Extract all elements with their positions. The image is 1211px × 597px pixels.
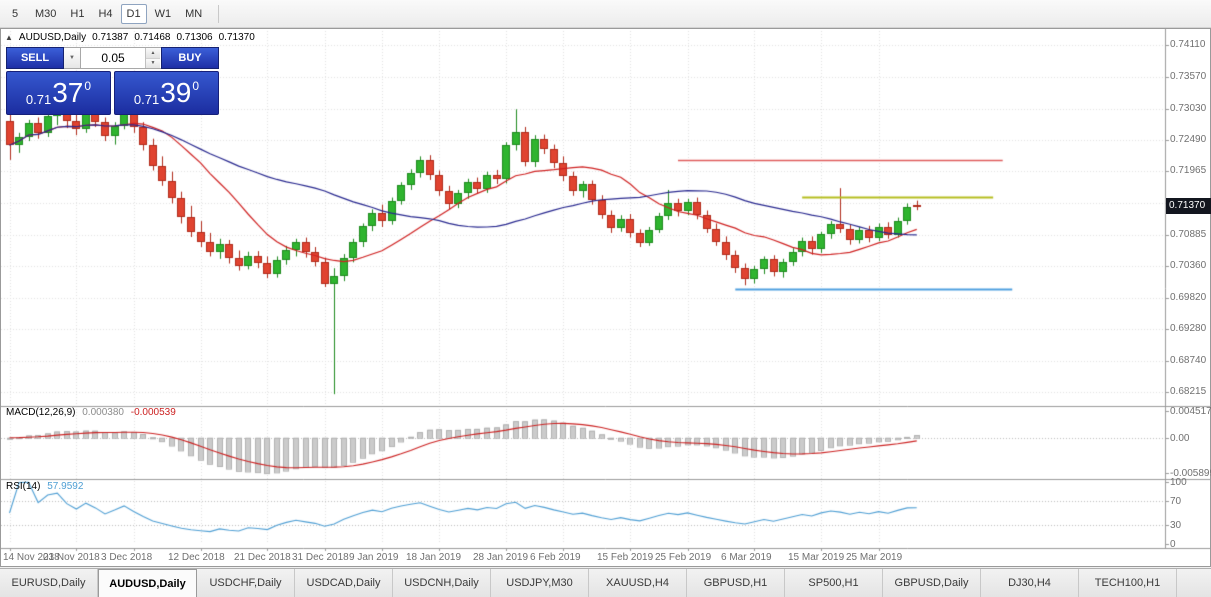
timeframe-button-h4[interactable]: H4 — [92, 4, 118, 24]
timeframe-button-group: 5 M30 H1 H4 D1 W1 MN — [3, 3, 210, 24]
sell-price-prefix: 0.71 — [25, 92, 52, 107]
volume-decrement-button[interactable]: ▼ — [146, 58, 160, 68]
buy-price-button[interactable]: 0.71 39 0 — [114, 71, 219, 115]
chart-tab-usdcnh-daily[interactable]: USDCNH,Daily — [393, 569, 491, 597]
timeframe-button-mn[interactable]: MN — [179, 4, 208, 24]
chart-tab-gbpusd-h1[interactable]: GBPUSD,H1 — [687, 569, 785, 597]
trade-panel-prices-row: 0.71 37 0 0.71 39 0 — [6, 71, 219, 115]
sell-price-pips: 37 — [52, 77, 84, 108]
chart-tab-gbpusd-daily[interactable]: GBPUSD,Daily — [883, 569, 981, 597]
chart-tab-audusd-daily[interactable]: AUDUSD,Daily — [98, 569, 197, 597]
timeframe-button-5[interactable]: 5 — [3, 4, 27, 24]
current-price-tag: 0.71370 — [1166, 198, 1211, 214]
volume-box: ▲ ▼ — [81, 47, 161, 69]
chart-tab-usdcad-daily[interactable]: USDCAD,Daily — [295, 569, 393, 597]
chart-tab-usdjpy-m30[interactable]: USDJPY,M30 — [491, 569, 589, 597]
chevron-down-icon: ▼ — [69, 55, 75, 61]
one-click-trading-panel: SELL ▼ ▲ ▼ BUY 0.71 37 0 0.7 — [6, 47, 219, 115]
chart-tab-usdchf-daily[interactable]: USDCHF,Daily — [197, 569, 295, 597]
chart-tabs-bar: EURUSD,Daily AUDUSD,Daily USDCHF,Daily USDC… — [0, 568, 1211, 597]
chart-tab-dj30-h4[interactable]: DJ30,H4 — [981, 569, 1079, 597]
chart-tab-tech100-h1[interactable]: TECH100,H1 — [1079, 569, 1177, 597]
price-chart-canvas[interactable] — [1, 29, 1210, 565]
volume-input[interactable] — [81, 48, 145, 68]
chart-window: ▲ AUDUSD,Daily 0.71387 0.71468 0.71306 0… — [0, 28, 1211, 567]
buy-price-pipette: 0 — [192, 79, 200, 93]
trade-panel-toggle-icon[interactable]: ▲ — [5, 33, 13, 42]
sell-button[interactable]: SELL — [6, 47, 64, 69]
triangle-down-icon: ▼ — [150, 60, 156, 67]
sell-price-pipette: 0 — [84, 79, 92, 93]
trade-panel-controls-row: SELL ▼ ▲ ▼ BUY — [6, 47, 219, 69]
buy-price-pips: 39 — [160, 77, 192, 108]
volume-stepper: ▲ ▼ — [145, 48, 160, 68]
timeframe-button-d1[interactable]: D1 — [120, 3, 147, 24]
volume-increment-button[interactable]: ▲ — [146, 48, 160, 59]
buy-button[interactable]: BUY — [161, 47, 219, 69]
chart-tab-sp500-h1[interactable]: SP500,H1 — [785, 569, 883, 597]
chart-tab-ukc[interactable]: UKC — [1177, 569, 1211, 597]
triangle-up-icon: ▲ — [150, 49, 156, 56]
sell-price-button[interactable]: 0.71 37 0 — [6, 71, 111, 115]
timeframe-button-w1[interactable]: W1 — [149, 4, 178, 24]
chart-tab-xauusd-h4[interactable]: XAUUSD,H4 — [589, 569, 687, 597]
volume-dropdown-button[interactable]: ▼ — [64, 47, 81, 69]
toolbar-separator — [218, 4, 220, 23]
buy-price-prefix: 0.71 — [133, 92, 160, 107]
timeframe-button-m30[interactable]: M30 — [29, 4, 62, 24]
chart-tab-eurusd-daily[interactable]: EURUSD,Daily — [0, 569, 98, 597]
timeframe-button-h1[interactable]: H1 — [64, 4, 90, 24]
timeframe-toolbar: 5 M30 H1 H4 D1 W1 MN — [0, 0, 1211, 28]
